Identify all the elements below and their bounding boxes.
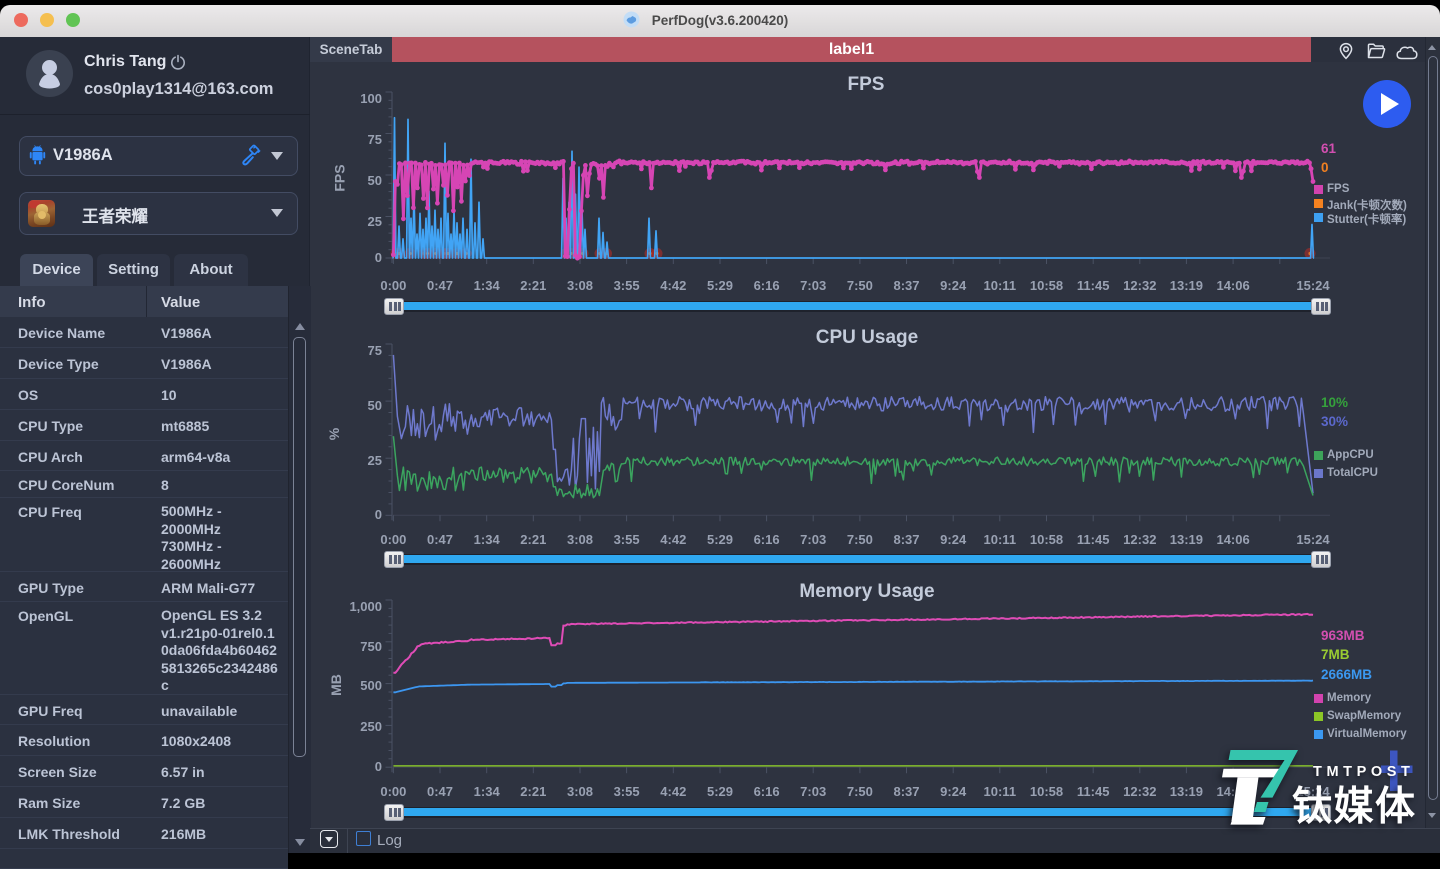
svg-text:钛媒体: 钛媒体 — [1292, 785, 1417, 829]
svg-text:TMTPOST: TMTPOST — [1313, 764, 1414, 780]
